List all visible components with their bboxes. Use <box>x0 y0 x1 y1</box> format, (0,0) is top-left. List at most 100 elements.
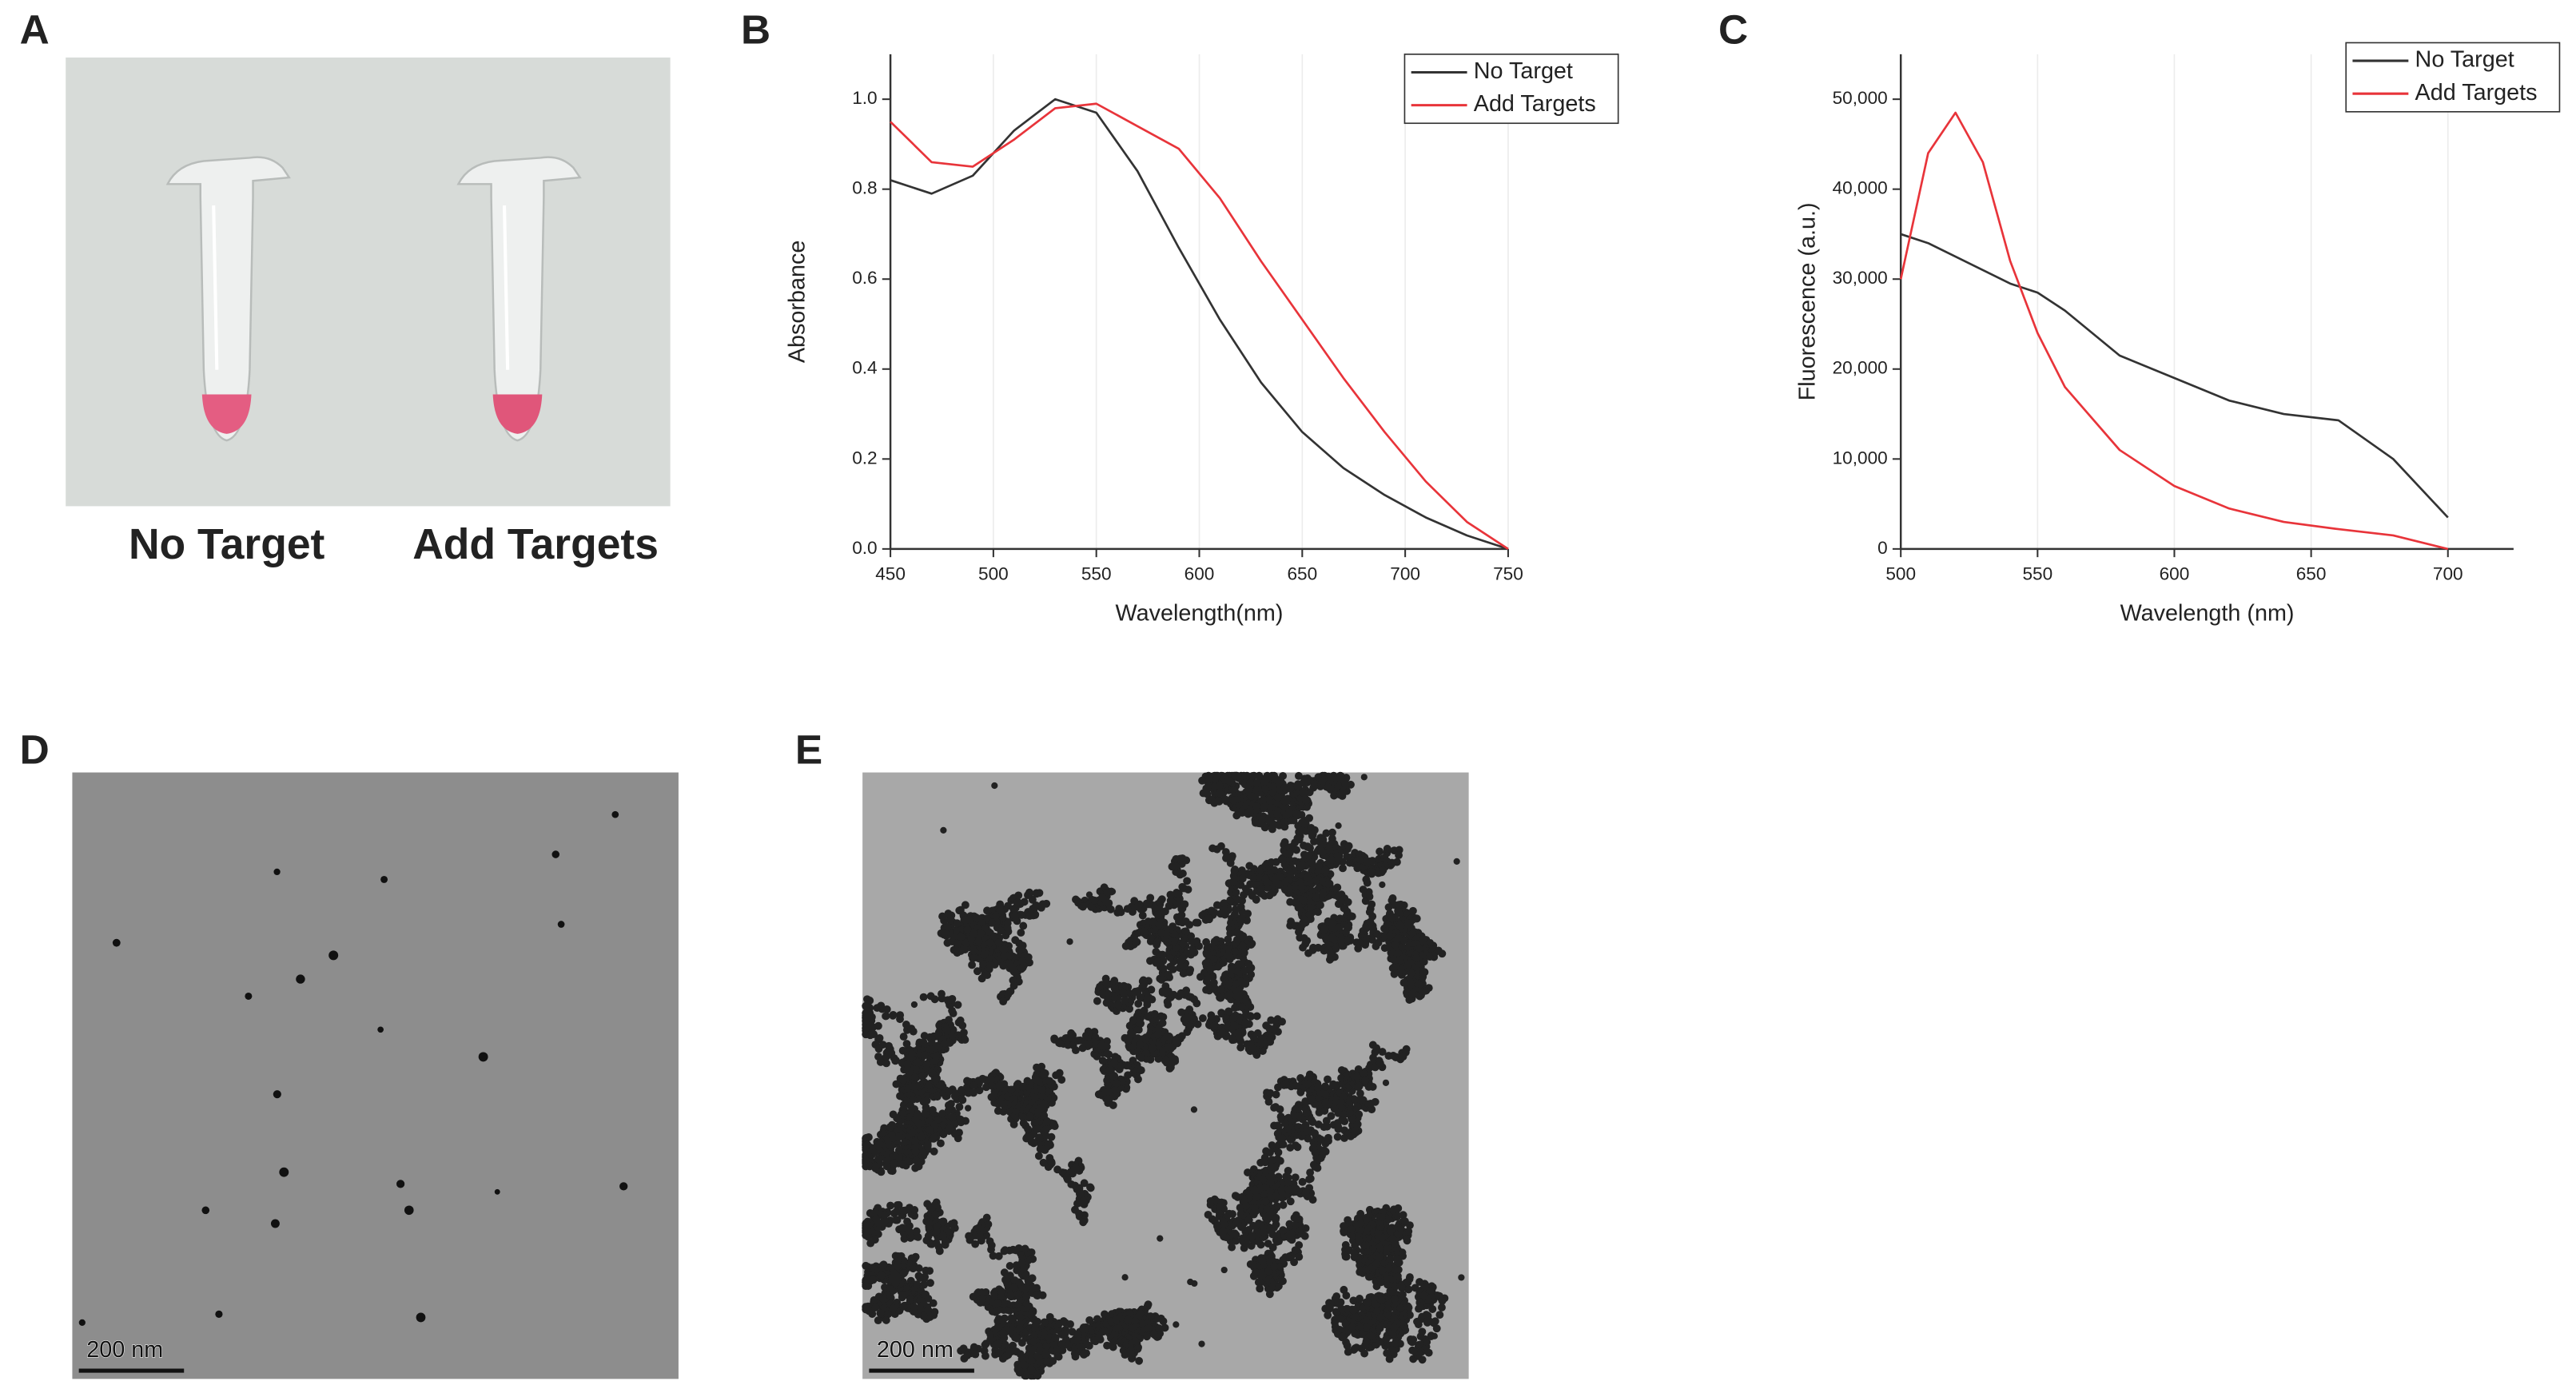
particle <box>961 1036 969 1044</box>
particle <box>1285 1220 1294 1228</box>
particle <box>1047 1159 1056 1168</box>
particle <box>862 1007 871 1016</box>
particle <box>1294 771 1303 780</box>
particle <box>78 1319 86 1326</box>
particle <box>903 1060 912 1069</box>
particle <box>1339 787 1348 796</box>
particle <box>1181 927 1190 936</box>
particle <box>874 1219 883 1228</box>
particle <box>1077 1199 1086 1207</box>
particle <box>1192 937 1201 945</box>
particle <box>1248 772 1257 780</box>
particle <box>1285 808 1294 817</box>
particle <box>1215 789 1224 798</box>
particle <box>1244 909 1252 918</box>
particle <box>882 1059 890 1068</box>
particle <box>1245 806 1254 815</box>
particle <box>899 1076 907 1085</box>
particle <box>201 1206 210 1215</box>
particle <box>1316 901 1324 909</box>
particle <box>1183 877 1192 886</box>
particle <box>1386 1255 1395 1264</box>
tube <box>165 156 291 442</box>
particle <box>1173 890 1182 898</box>
particle <box>1321 866 1330 874</box>
particle <box>946 915 955 924</box>
particle <box>1020 898 1029 906</box>
particle <box>1229 796 1238 805</box>
particle <box>1013 898 1021 907</box>
particle <box>889 1011 898 1020</box>
particle <box>973 913 981 922</box>
particle <box>914 1264 923 1272</box>
particle <box>1086 1184 1095 1192</box>
particle <box>1038 1086 1046 1095</box>
particle <box>1183 1013 1192 1022</box>
particle <box>1129 1016 1137 1025</box>
particle <box>913 1058 922 1067</box>
particle <box>1179 969 1188 978</box>
particle <box>896 1011 905 1020</box>
particle <box>1009 1315 1017 1323</box>
particle <box>1136 993 1145 1001</box>
particle <box>927 1204 936 1212</box>
particle <box>1181 900 1189 909</box>
particle <box>551 850 560 858</box>
panel-label: A <box>20 6 50 53</box>
particle <box>1000 1334 1009 1342</box>
particle <box>873 1004 882 1013</box>
particle <box>1265 1290 1274 1299</box>
particle <box>959 1344 968 1353</box>
particle <box>1097 1041 1105 1050</box>
particle <box>1075 1209 1084 1218</box>
particle <box>994 938 1003 946</box>
particle <box>1158 950 1167 959</box>
particle <box>1143 994 1152 1003</box>
particle <box>1344 842 1353 850</box>
particle <box>1096 982 1104 991</box>
particle <box>1273 793 1282 802</box>
particle <box>557 921 565 928</box>
particle <box>963 925 972 934</box>
particle <box>478 1052 488 1062</box>
particle <box>1295 828 1304 836</box>
particle <box>969 929 977 937</box>
particle <box>1175 917 1183 926</box>
particle <box>1114 1001 1123 1009</box>
particle <box>270 1219 280 1228</box>
particle <box>1322 829 1331 838</box>
particle <box>1314 908 1322 917</box>
particle <box>993 1340 1001 1349</box>
particle <box>1098 893 1107 901</box>
particle <box>1314 943 1323 952</box>
particle <box>1149 918 1157 927</box>
particle <box>1106 905 1115 913</box>
particle <box>1279 855 1288 864</box>
particle <box>1246 778 1255 787</box>
particle <box>927 1240 936 1248</box>
particle <box>279 1167 289 1177</box>
particle <box>1267 803 1276 812</box>
particle <box>1019 921 1028 930</box>
particle <box>879 1295 887 1303</box>
particle <box>918 1072 927 1081</box>
particle <box>1123 905 1132 913</box>
particle <box>215 1310 223 1319</box>
particle <box>990 932 999 941</box>
particle <box>1400 1217 1409 1226</box>
particle <box>1093 997 1101 1005</box>
particle <box>1010 905 1018 914</box>
particle <box>1204 914 1212 922</box>
particle <box>1014 1278 1023 1287</box>
particle <box>1006 1291 1015 1299</box>
particle <box>1326 774 1335 782</box>
particle <box>935 1247 944 1256</box>
particle <box>1275 1237 1283 1246</box>
particle <box>1272 810 1281 818</box>
particle <box>906 1053 914 1062</box>
particle <box>956 1016 965 1025</box>
particle <box>1279 1226 1288 1235</box>
particle <box>985 938 994 947</box>
particle <box>1279 1200 1288 1209</box>
particle <box>1344 898 1352 906</box>
